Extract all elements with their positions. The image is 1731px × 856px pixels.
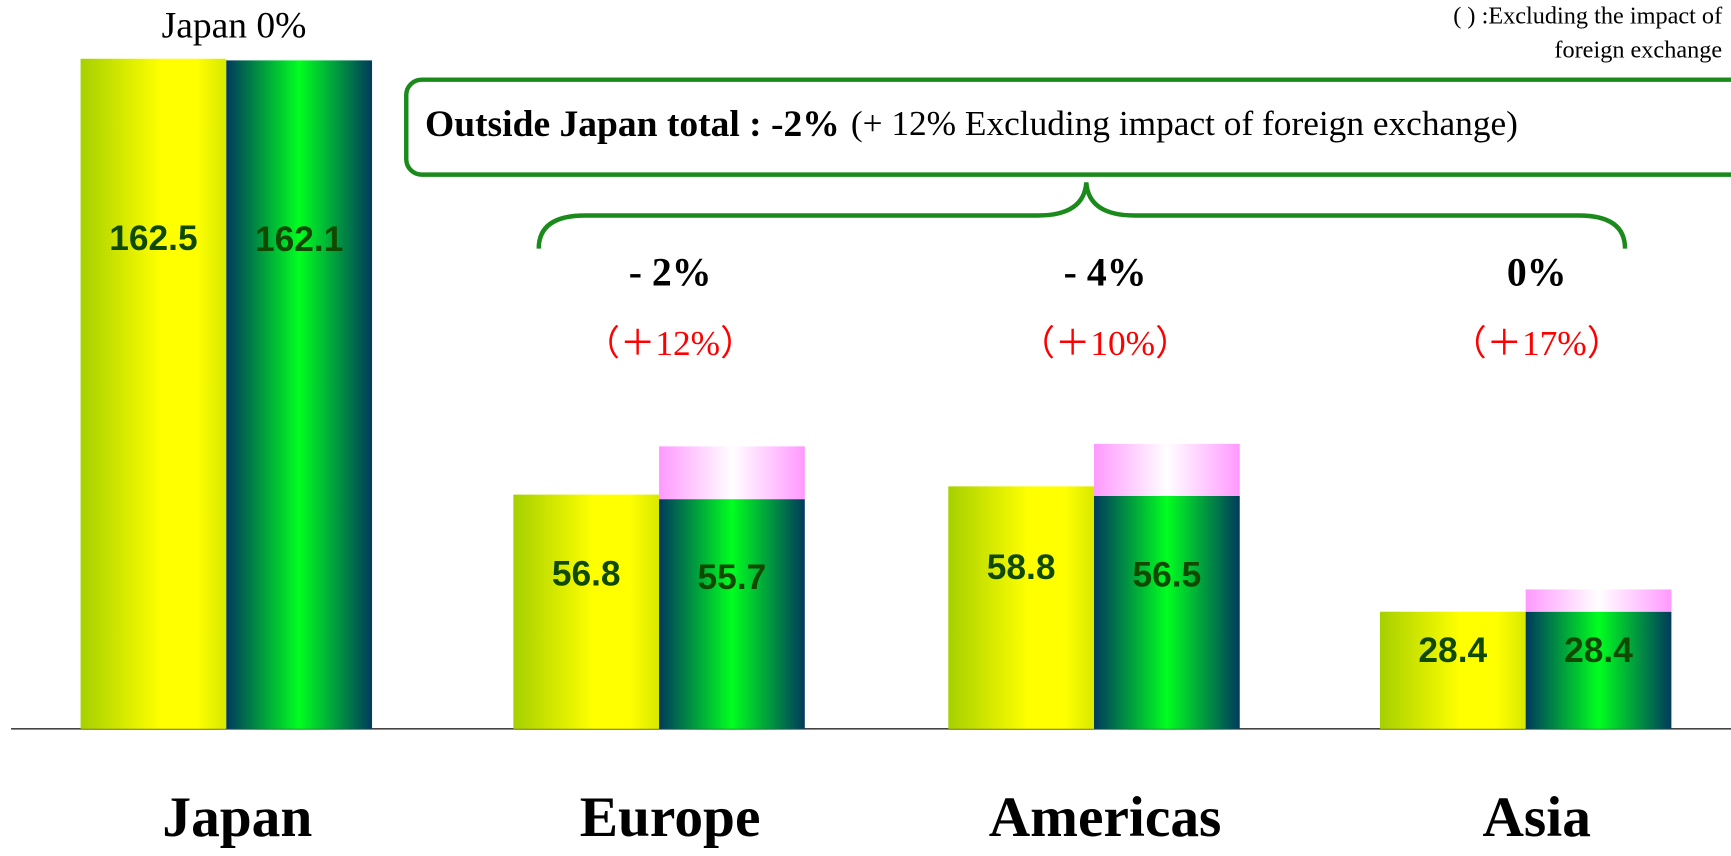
value-label: 28.4 xyxy=(1564,631,1633,670)
region-change-ex-fx: （＋12%） xyxy=(585,324,756,363)
bar xyxy=(226,60,373,729)
category-label: Europe xyxy=(580,786,761,849)
value-label: 58.8 xyxy=(987,548,1056,587)
value-label: 55.7 xyxy=(698,558,767,597)
region-change-ex-fx: （＋10%） xyxy=(1020,324,1191,363)
japan-note: Japan 0% xyxy=(162,6,307,47)
note: ( ) :Excluding the impact of xyxy=(1453,2,1723,29)
category-label: Japan xyxy=(162,786,312,849)
region-change: 0% xyxy=(1507,250,1567,294)
bar xyxy=(1379,611,1526,729)
region-change: - 2% xyxy=(629,250,712,294)
value-label: 162.1 xyxy=(255,220,343,259)
total-box xyxy=(404,77,1731,177)
value-label: 56.8 xyxy=(552,554,621,593)
bar xyxy=(1094,495,1240,729)
bar-segment xyxy=(1525,589,1672,612)
region-change-ex-fx: （＋17%） xyxy=(1451,324,1622,363)
bar-segment xyxy=(659,446,805,500)
note: foreign exchange xyxy=(1554,37,1722,64)
value-label: 56.5 xyxy=(1133,555,1202,594)
total-ex-fx: (+ 12% Excluding impact of foreign excha… xyxy=(851,104,1518,143)
bar xyxy=(1525,611,1672,729)
total-box-text: Outside Japan total : -2% (+ 12% Excludin… xyxy=(425,104,1518,145)
value-label: 162.5 xyxy=(109,219,197,258)
bar-segment xyxy=(1094,443,1240,496)
total-label: Outside Japan total : -2% xyxy=(425,104,840,145)
bar xyxy=(513,494,660,729)
bar xyxy=(948,486,1095,729)
value-label: 28.4 xyxy=(1418,631,1487,670)
region-change: - 4% xyxy=(1064,250,1147,294)
brace xyxy=(536,182,1628,249)
category-label: Asia xyxy=(1482,786,1590,849)
bar xyxy=(659,499,805,729)
category-label: Americas xyxy=(989,786,1222,849)
bar xyxy=(80,58,227,729)
